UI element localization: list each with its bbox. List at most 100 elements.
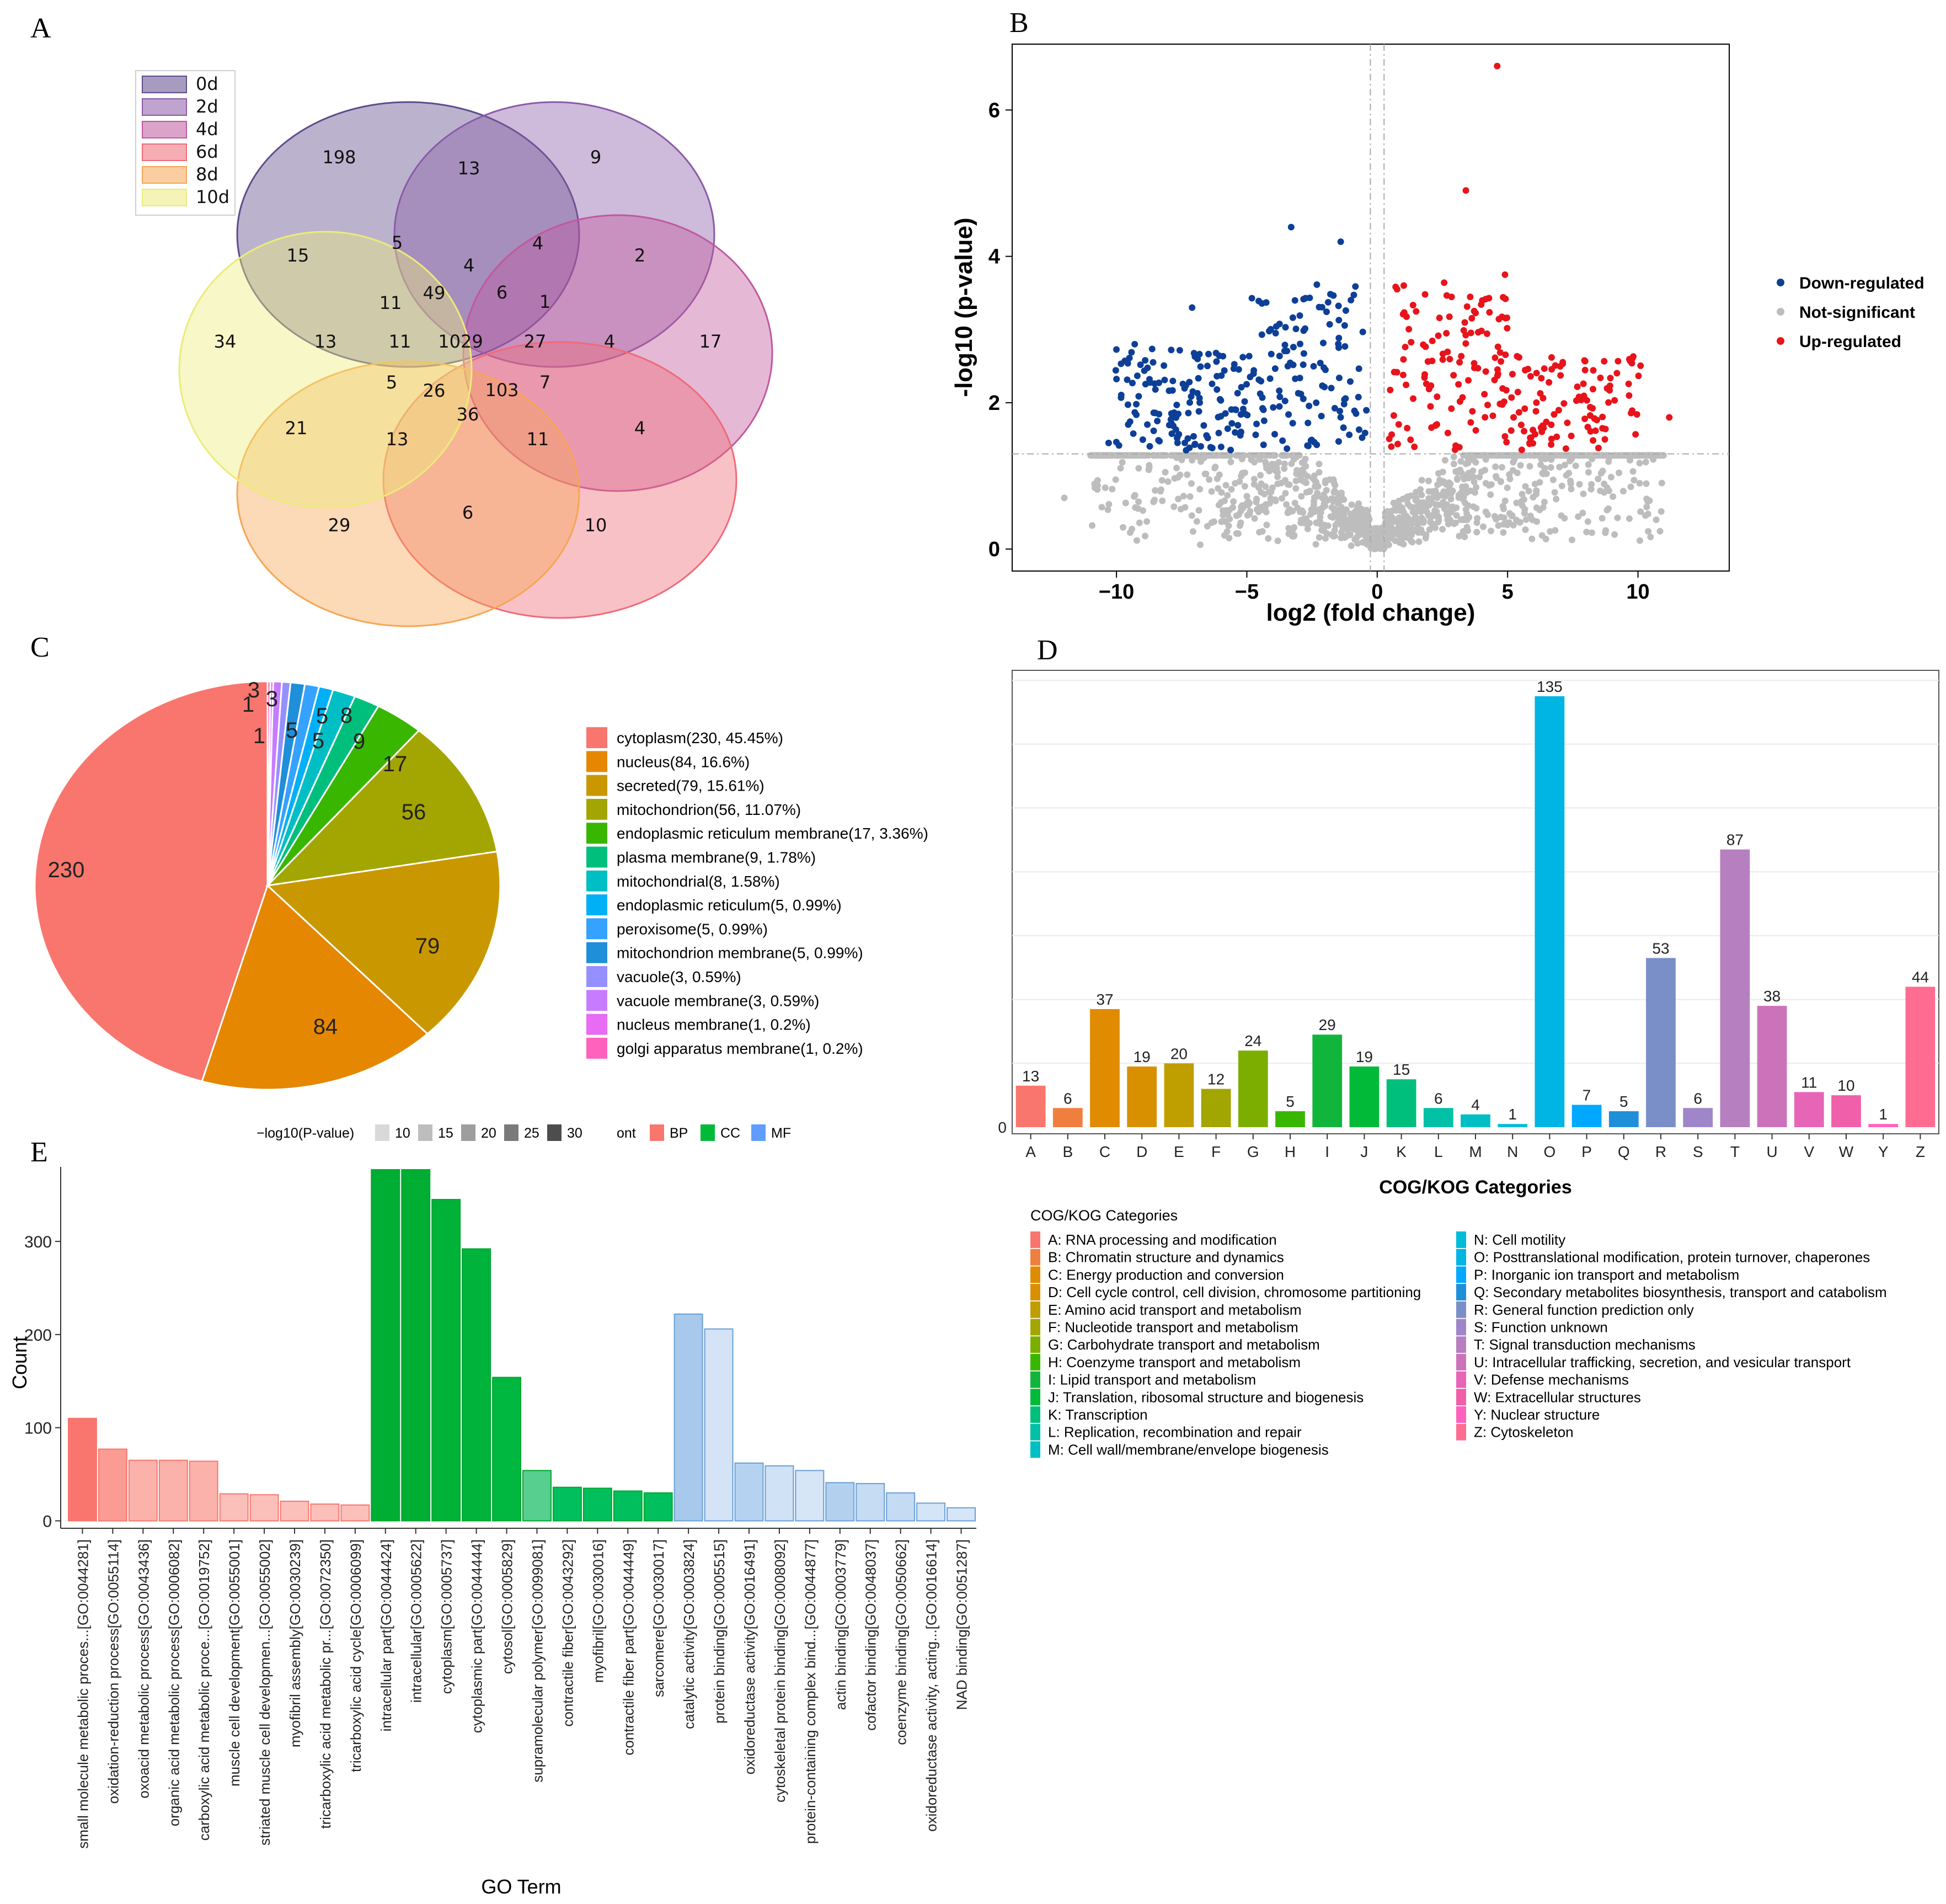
volcano-point-ns (1547, 464, 1554, 471)
volcano-point-ns (1253, 506, 1260, 513)
go-legend-pvalue-key (375, 1124, 389, 1141)
go-x-tick: cytosol[GO:0005829] (499, 1539, 516, 1674)
volcano-point-up (1629, 407, 1636, 414)
volcano-point-ns (1506, 476, 1514, 483)
volcano-point-up (1607, 375, 1614, 382)
volcano-point-ns (1226, 506, 1233, 514)
go-legend-ont-title: ont (617, 1126, 636, 1141)
go-x-tick: contractile fiber[GO:0043292] (559, 1539, 576, 1727)
volcano-point-up (1407, 436, 1414, 444)
pie-slice (266, 680, 271, 886)
cog-legend-key (1030, 1301, 1040, 1318)
pie-legend-label: mitochondrial(8, 1.58%) (617, 873, 780, 890)
volcano-point-up (1508, 394, 1515, 401)
volcano-point-down (1235, 366, 1242, 373)
volcano-point-ns (1112, 476, 1119, 483)
cog-bar (1608, 1111, 1639, 1127)
volcano-point-up (1387, 386, 1394, 393)
volcano-point-ns (1298, 493, 1305, 500)
cog-legend-label: O: Posttranslational modification, prote… (1474, 1249, 1870, 1266)
volcano-point-up (1474, 329, 1482, 336)
volcano-point-down (1276, 387, 1283, 394)
volcano-point-down (1263, 299, 1270, 306)
volcano-point-ns (1356, 524, 1364, 531)
volcano-point-ns (1647, 534, 1654, 541)
volcano-point-down (1270, 404, 1277, 411)
venn-region-label: 11 (379, 292, 402, 313)
volcano-point-ns (1180, 493, 1187, 500)
venn-region-label: 103 (485, 380, 518, 401)
volcano-point-down (1260, 417, 1268, 424)
volcano-point-ns (1257, 472, 1264, 479)
volcano-point-ns (1202, 470, 1210, 477)
volcano-point-up (1435, 332, 1442, 339)
volcano-point-ns (1420, 499, 1427, 506)
volcano-point-up (1555, 407, 1562, 414)
go-legend-ont-key (650, 1124, 664, 1141)
volcano-point-down (1184, 435, 1191, 442)
volcano-point-up (1474, 365, 1482, 372)
volcano-point-ns (1091, 481, 1098, 488)
volcano-point-ns (1541, 465, 1548, 472)
go-legend-ont-key (751, 1124, 766, 1141)
volcano-point-ns (1285, 525, 1292, 532)
volcano-point-down (1196, 399, 1204, 406)
volcano-point-ns (1303, 479, 1310, 486)
pie-legend-label: mitochondrion membrane(5, 0.99%) (617, 945, 863, 962)
cog-x-tick: J (1360, 1143, 1368, 1160)
go-bar (219, 1493, 249, 1522)
volcano-point-ns (1584, 518, 1591, 525)
volcano-point-down (1217, 444, 1225, 451)
volcano-point-down (1290, 344, 1297, 351)
pie-slice-label: 17 (383, 752, 408, 776)
volcano-point-up (1408, 339, 1415, 346)
volcano-point-ns (1414, 502, 1421, 509)
volcano-point-down (1228, 420, 1236, 427)
volcano-point-ns (1412, 497, 1419, 504)
volcano-point-ns (1256, 529, 1263, 536)
cog-bar-label: 5 (1619, 1093, 1628, 1110)
venn-set-8d (236, 360, 580, 627)
volcano-point-down (1276, 353, 1283, 360)
volcano-point-down (1168, 430, 1175, 438)
volcano-point-ns (1535, 452, 1542, 459)
volcano-point-ns (1412, 526, 1419, 534)
volcano-point-ns (1643, 480, 1650, 487)
venn-region-label: 9 (590, 147, 601, 168)
volcano-y-tick: 2 (988, 392, 1000, 415)
volcano-point-ns (1336, 506, 1344, 513)
volcano-point-ns (1330, 489, 1338, 496)
volcano-point-ns (1412, 519, 1419, 526)
volcano-point-ns (1135, 498, 1142, 505)
volcano-point-up (1605, 399, 1612, 406)
go-legend-pvalue-label: 20 (481, 1126, 496, 1141)
volcano-point-down (1238, 383, 1245, 391)
volcano-point-ns (1575, 513, 1582, 520)
volcano-point-ns (1505, 519, 1512, 526)
volcano-point-ns (1517, 462, 1524, 469)
volcano-point-up (1560, 400, 1568, 407)
volcano-point-up (1458, 353, 1465, 360)
volcano-point-up (1459, 394, 1466, 401)
venn-region-label: 29 (328, 515, 351, 536)
go-y-tick: 100 (24, 1420, 52, 1438)
cog-x-tick: E (1174, 1143, 1184, 1160)
volcano-point-down (1337, 414, 1344, 421)
volcano-point-ns (1313, 493, 1320, 500)
volcano-point-ns (1196, 541, 1204, 548)
volcano-point-ns (1373, 525, 1380, 532)
volcano-point-down (1268, 350, 1275, 358)
volcano-point-ns (1409, 509, 1416, 516)
volcano-point-down (1313, 281, 1320, 288)
volcano-point-up (1503, 387, 1510, 394)
volcano-point-up (1548, 441, 1555, 448)
volcano-point-up (1522, 366, 1529, 374)
volcano-point-ns (1556, 463, 1563, 471)
volcano-point-up (1574, 383, 1581, 390)
volcano-point-down (1142, 357, 1149, 364)
volcano-point-down (1335, 334, 1343, 342)
volcano-point-down (1259, 394, 1266, 401)
volcano-point-ns (1469, 452, 1476, 459)
volcano-point-ns (1499, 503, 1506, 510)
volcano-point-ns (1291, 499, 1298, 506)
